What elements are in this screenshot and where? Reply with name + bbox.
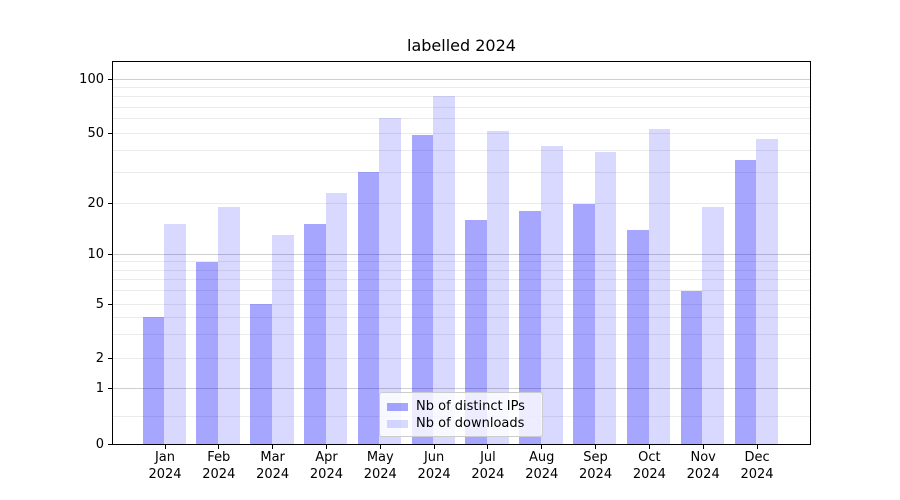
- minor-gridline: [113, 269, 810, 271]
- y-tick-label: 50: [87, 125, 104, 141]
- bar-downloads: [756, 139, 778, 444]
- bar-downloads: [594, 152, 617, 444]
- minor-gridline: [113, 171, 810, 173]
- x-tick-label: May 2024: [363, 450, 397, 482]
- x-tick-label: Sep 2024: [579, 450, 613, 482]
- bar-distinct-ips: [680, 290, 703, 444]
- bar-downloads: [487, 131, 509, 444]
- bar-distinct-ips: [573, 203, 595, 444]
- minor-gridline: [113, 96, 810, 98]
- y-tick: [108, 303, 113, 305]
- bar-distinct-ips: [411, 134, 434, 444]
- minor-gridline: [113, 132, 810, 134]
- y-tick: [108, 203, 113, 204]
- bar-downloads: [325, 192, 348, 444]
- y-tick-label: 5: [95, 296, 104, 312]
- legend-label-distinct-ips: Nb of distinct IPs: [416, 399, 525, 414]
- minor-gridline: [113, 149, 810, 151]
- x-tick: [648, 444, 650, 449]
- legend-label-downloads: Nb of downloads: [416, 416, 525, 431]
- x-tick-label: Mar 2024: [256, 450, 290, 482]
- plot-border-right: [810, 61, 811, 445]
- x-tick-label: Aug 2024: [525, 450, 559, 482]
- y-tick: [108, 79, 113, 80]
- plot-area: [113, 61, 810, 444]
- y-tick: [108, 443, 113, 445]
- minor-gridline: [113, 303, 810, 305]
- plot-border-left: [112, 61, 113, 445]
- legend-item-distinct-ips: Nb of distinct IPs: [387, 398, 534, 415]
- minor-gridline: [113, 357, 810, 359]
- chart-title: labelled 2024: [407, 36, 516, 55]
- bar-distinct-ips: [196, 261, 218, 444]
- legend-swatch-distinct-ips: [387, 402, 408, 411]
- x-tick: [325, 444, 327, 449]
- x-tick: [756, 444, 758, 449]
- bar-downloads: [218, 207, 240, 444]
- y-tick-label: 10: [87, 246, 104, 262]
- x-tick: [541, 444, 543, 449]
- x-tick-label: Nov 2024: [686, 450, 720, 482]
- minor-gridline: [113, 290, 810, 292]
- bar-downloads: [164, 224, 186, 444]
- bar-downloads: [540, 146, 563, 444]
- x-tick: [164, 444, 166, 449]
- minor-gridline: [113, 261, 810, 263]
- x-tick-label: Feb 2024: [202, 450, 236, 482]
- minor-gridline: [113, 279, 810, 281]
- bar-distinct-ips: [734, 160, 757, 444]
- bar-distinct-ips: [142, 317, 165, 444]
- y-tick-label: 2: [95, 350, 104, 366]
- bar-distinct-ips: [357, 172, 380, 444]
- minor-gridline: [113, 106, 810, 108]
- major-gridline: [113, 79, 810, 80]
- plot-border-top: [112, 61, 811, 62]
- y-tick: [108, 388, 113, 389]
- legend-item-downloads: Nb of downloads: [387, 415, 534, 432]
- bar-downloads: [702, 207, 725, 444]
- bar-downloads: [271, 234, 294, 444]
- legend: Nb of distinct IPs Nb of downloads: [379, 392, 543, 437]
- minor-gridline: [113, 203, 810, 204]
- y-tick: [108, 357, 113, 359]
- minor-gridline: [113, 87, 810, 89]
- x-tick: [487, 444, 489, 449]
- x-tick: [433, 444, 435, 449]
- minor-gridline: [113, 316, 810, 318]
- minor-gridline: [113, 333, 810, 335]
- y-tick-label: 20: [87, 196, 104, 211]
- x-tick-label: Apr 2024: [309, 450, 343, 482]
- x-tick: [272, 444, 274, 449]
- y-tick: [108, 132, 113, 134]
- bar-distinct-ips: [465, 219, 488, 444]
- x-tick: [379, 444, 381, 449]
- x-tick-label: Dec 2024: [740, 450, 774, 482]
- bar-distinct-ips: [519, 211, 541, 444]
- plot-border-bottom: [112, 444, 811, 445]
- y-tick-label: 1: [95, 381, 104, 396]
- bar-distinct-ips: [250, 304, 272, 444]
- major-gridline: [113, 253, 810, 255]
- y-tick-label: 100: [79, 72, 104, 87]
- major-gridline: [113, 388, 810, 389]
- y-tick-label: 0: [95, 436, 104, 452]
- x-tick-label: Jan 2024: [148, 450, 182, 482]
- legend-swatch-downloads: [387, 419, 408, 428]
- bar-distinct-ips: [626, 229, 649, 444]
- x-tick-label: Jul 2024: [471, 450, 505, 482]
- y-tick: [108, 253, 113, 255]
- bar-distinct-ips: [303, 224, 326, 444]
- x-tick: [218, 444, 220, 449]
- x-tick-label: Oct 2024: [632, 450, 666, 482]
- x-tick: [595, 444, 597, 449]
- minor-gridline: [113, 118, 810, 120]
- bar-downloads: [648, 128, 671, 444]
- bar-downloads: [433, 95, 455, 444]
- bar-downloads: [379, 117, 402, 444]
- x-tick: [702, 444, 704, 449]
- x-tick-label: Jun 2024: [417, 450, 451, 482]
